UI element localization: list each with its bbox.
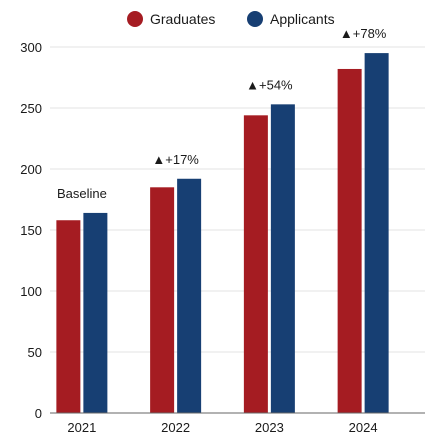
- y-tick-label-100: 100: [20, 284, 42, 299]
- y-tick-label-200: 200: [20, 162, 42, 177]
- annotation-value: +54%: [259, 77, 293, 92]
- up-triangle-icon: ▲: [340, 26, 353, 41]
- legend-label-applicants: Applicants: [270, 11, 335, 27]
- bar-graduates-2021: [56, 220, 81, 413]
- annotation-2023: ▲+54%: [246, 77, 293, 92]
- x-tick-label-2021: 2021: [67, 420, 96, 435]
- bar-applicants-2023: [270, 104, 295, 413]
- y-tick-label-300: 300: [20, 40, 42, 55]
- x-tick-label-2022: 2022: [161, 420, 190, 435]
- legend: Graduates Applicants: [127, 11, 335, 27]
- annotations: Baseline▲+17%▲+54%▲+78%: [57, 26, 387, 201]
- gridlines: [50, 46, 425, 353]
- bars: [56, 53, 389, 414]
- up-triangle-icon: ▲: [152, 152, 165, 167]
- y-tick-label-50: 50: [28, 345, 42, 360]
- x-tick-label-2024: 2024: [349, 420, 378, 435]
- axes: 0 50 100 150 200 250 300 2021 2022 2023 2024: [20, 40, 425, 435]
- y-tick-label-250: 250: [20, 101, 42, 116]
- x-tick-label-2023: 2023: [255, 420, 284, 435]
- legend-label-graduates: Graduates: [150, 11, 215, 27]
- bar-applicants-2022: [177, 178, 202, 413]
- annotation-2024: ▲+78%: [340, 26, 387, 41]
- up-triangle-icon: ▲: [246, 77, 259, 92]
- annotation-2022: ▲+17%: [152, 152, 199, 167]
- bar-applicants-2021: [83, 212, 108, 413]
- legend-marker-graduates: [127, 11, 143, 27]
- y-tick-label-150: 150: [20, 223, 42, 238]
- annotation-2021: Baseline: [57, 186, 107, 201]
- annotation-value: +17%: [165, 152, 199, 167]
- bar-graduates-2022: [150, 187, 175, 413]
- bar-graduates-2023: [243, 115, 268, 413]
- annotation-value: +78%: [353, 26, 387, 41]
- bar-applicants-2024: [364, 53, 389, 413]
- y-tick-label-0: 0: [35, 406, 42, 421]
- legend-marker-applicants: [247, 11, 263, 27]
- bar-graduates-2024: [337, 68, 362, 414]
